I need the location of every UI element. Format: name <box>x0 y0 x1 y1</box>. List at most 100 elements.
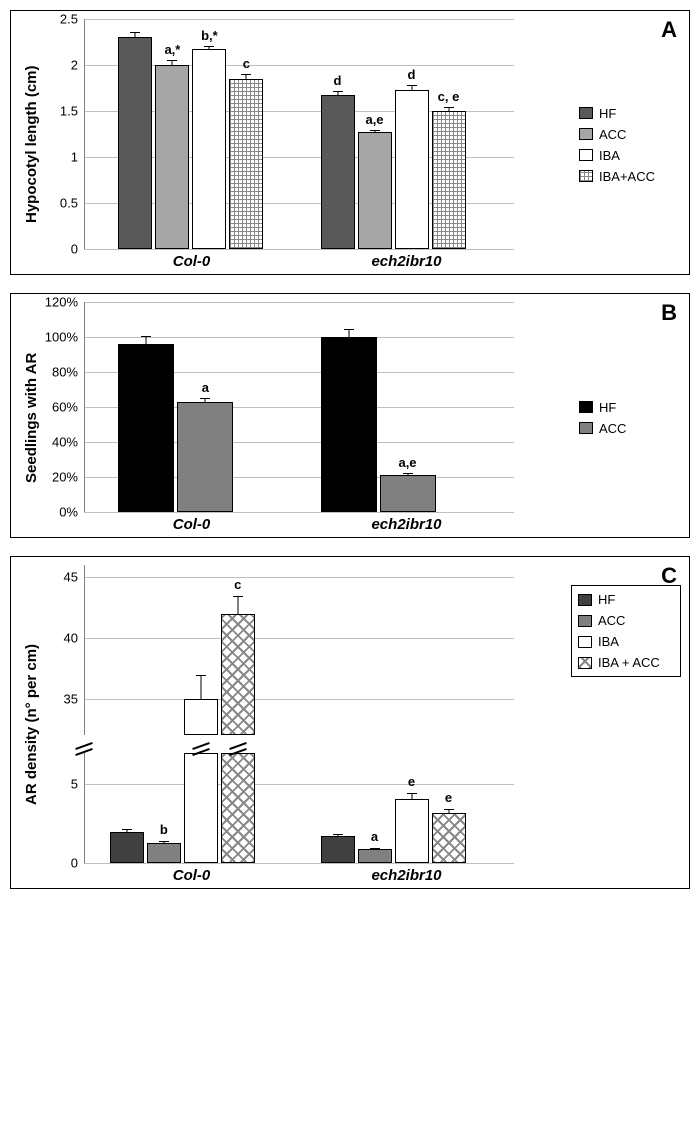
ytick-label: 100% <box>45 330 84 345</box>
panel-b-plot: 0%20%40%60%80%100%120%aa,e Col-0ech2ibr1… <box>44 302 571 533</box>
ytick-label: 35 <box>64 691 84 706</box>
legend-item: HF <box>578 592 674 607</box>
legend-label: IBA <box>599 148 620 163</box>
significance-label: e <box>445 790 452 805</box>
legend-swatch <box>578 657 592 669</box>
bar-group: aee <box>321 799 466 863</box>
panel-c-ylabel: AR density (n° per cm) <box>19 565 44 884</box>
legend-label: IBA <box>598 634 619 649</box>
panel-b-chart: Seedlings with AR 0%20%40%60%80%100%120%… <box>19 302 681 533</box>
ytick-label: 20% <box>52 470 84 485</box>
significance-label: a,e <box>398 455 416 470</box>
ytick-label: 0 <box>71 856 84 871</box>
significance-label: c, e <box>438 89 460 104</box>
legend-item: ACC <box>579 127 681 142</box>
panel-b: B Seedlings with AR 0%20%40%60%80%100%12… <box>10 293 690 538</box>
legend-label: ACC <box>599 421 626 436</box>
significance-label: a <box>202 380 209 395</box>
bar: a,e <box>380 475 436 512</box>
legend-item: ACC <box>578 613 674 628</box>
legend-label: ACC <box>599 127 626 142</box>
xaxis-label: Col-0 <box>84 516 299 533</box>
legend-label: HF <box>599 106 616 121</box>
ytick-label: 0% <box>59 505 84 520</box>
panel-c-legend: HF ACC IBA IBA + ACC <box>571 585 681 677</box>
xaxis-label: ech2ibr10 <box>299 253 514 270</box>
bar-group: bc <box>110 614 255 863</box>
legend-swatch <box>578 594 592 606</box>
legend-swatch <box>578 615 592 627</box>
xaxis-label: Col-0 <box>84 867 299 884</box>
ytick-label: 5 <box>71 777 84 792</box>
significance-label: c <box>243 56 250 71</box>
legend-swatch <box>579 422 593 434</box>
bar: d <box>395 90 429 249</box>
panel-c-label: C <box>661 563 677 589</box>
ytick-label: 60% <box>52 400 84 415</box>
bar-group: a,e <box>321 337 436 512</box>
ytick-label: 1.5 <box>60 104 84 119</box>
bar: c <box>221 614 255 863</box>
bar <box>321 337 377 512</box>
ytick-label: 2.5 <box>60 12 84 27</box>
xaxis-label: ech2ibr10 <box>299 867 514 884</box>
ytick-label: 80% <box>52 365 84 380</box>
bar: a,* <box>155 65 189 249</box>
legend-swatch <box>578 636 592 648</box>
bar: c, e <box>432 111 466 249</box>
ytick-label: 0 <box>71 242 84 257</box>
significance-label: b,* <box>201 28 218 43</box>
legend-swatch <box>579 401 593 413</box>
legend-swatch <box>579 107 593 119</box>
ytick-label: 2 <box>71 58 84 73</box>
xaxis-label: ech2ibr10 <box>299 516 514 533</box>
bar: e <box>395 799 429 863</box>
bar: a,e <box>358 132 392 249</box>
legend-swatch <box>579 149 593 161</box>
bar <box>184 699 218 863</box>
panel-b-ylabel: Seedlings with AR <box>19 302 44 533</box>
gridline <box>84 249 514 250</box>
bar <box>321 836 355 863</box>
bar <box>118 344 174 512</box>
panel-a-plot: 00.511.522.5a,*b,*cda,edc, e Col-0ech2ib… <box>44 19 571 270</box>
bar: a <box>177 402 233 512</box>
significance-label: e <box>408 774 415 789</box>
legend-item: IBA <box>578 634 674 649</box>
panel-a-chart: Hypocotyl length (cm) 00.511.522.5a,*b,*… <box>19 19 681 270</box>
panel-c-plot: 05354045bcaee Col-0ech2ibr10 <box>44 565 571 884</box>
significance-label: a,* <box>164 42 180 57</box>
ytick-label: 40% <box>52 435 84 450</box>
panel-c: C AR density (n° per cm) 05354045bcaee C… <box>10 556 690 889</box>
panel-b-label: B <box>661 300 677 326</box>
legend-swatch <box>579 128 593 140</box>
bar: d <box>321 95 355 249</box>
legend-label: IBA+ACC <box>599 169 655 184</box>
legend-item: IBA+ACC <box>579 169 681 184</box>
legend-label: ACC <box>598 613 625 628</box>
panel-a-label: A <box>661 17 677 43</box>
panel-b-legend: HF ACC <box>571 302 681 533</box>
significance-label: c <box>234 577 241 592</box>
legend-label: IBA + ACC <box>598 655 660 670</box>
ytick-label: 45 <box>64 570 84 585</box>
bar: e <box>432 813 466 863</box>
legend-label: HF <box>598 592 615 607</box>
legend-label: HF <box>599 400 616 415</box>
gridline <box>84 302 514 303</box>
bar <box>118 37 152 249</box>
significance-label: b <box>160 822 168 837</box>
legend-item: IBA <box>579 148 681 163</box>
xaxis-label: Col-0 <box>84 253 299 270</box>
bar <box>110 832 144 863</box>
gridline <box>84 512 514 513</box>
significance-label: d <box>408 67 416 82</box>
legend-item: ACC <box>579 421 681 436</box>
panel-a-ylabel: Hypocotyl length (cm) <box>19 19 44 270</box>
bar-group: a <box>118 344 233 512</box>
significance-label: a,e <box>365 112 383 127</box>
ytick-label: 40 <box>64 630 84 645</box>
bar-group: da,edc, e <box>321 90 466 249</box>
legend-item: IBA + ACC <box>578 655 674 670</box>
ytick-label: 1 <box>71 150 84 165</box>
